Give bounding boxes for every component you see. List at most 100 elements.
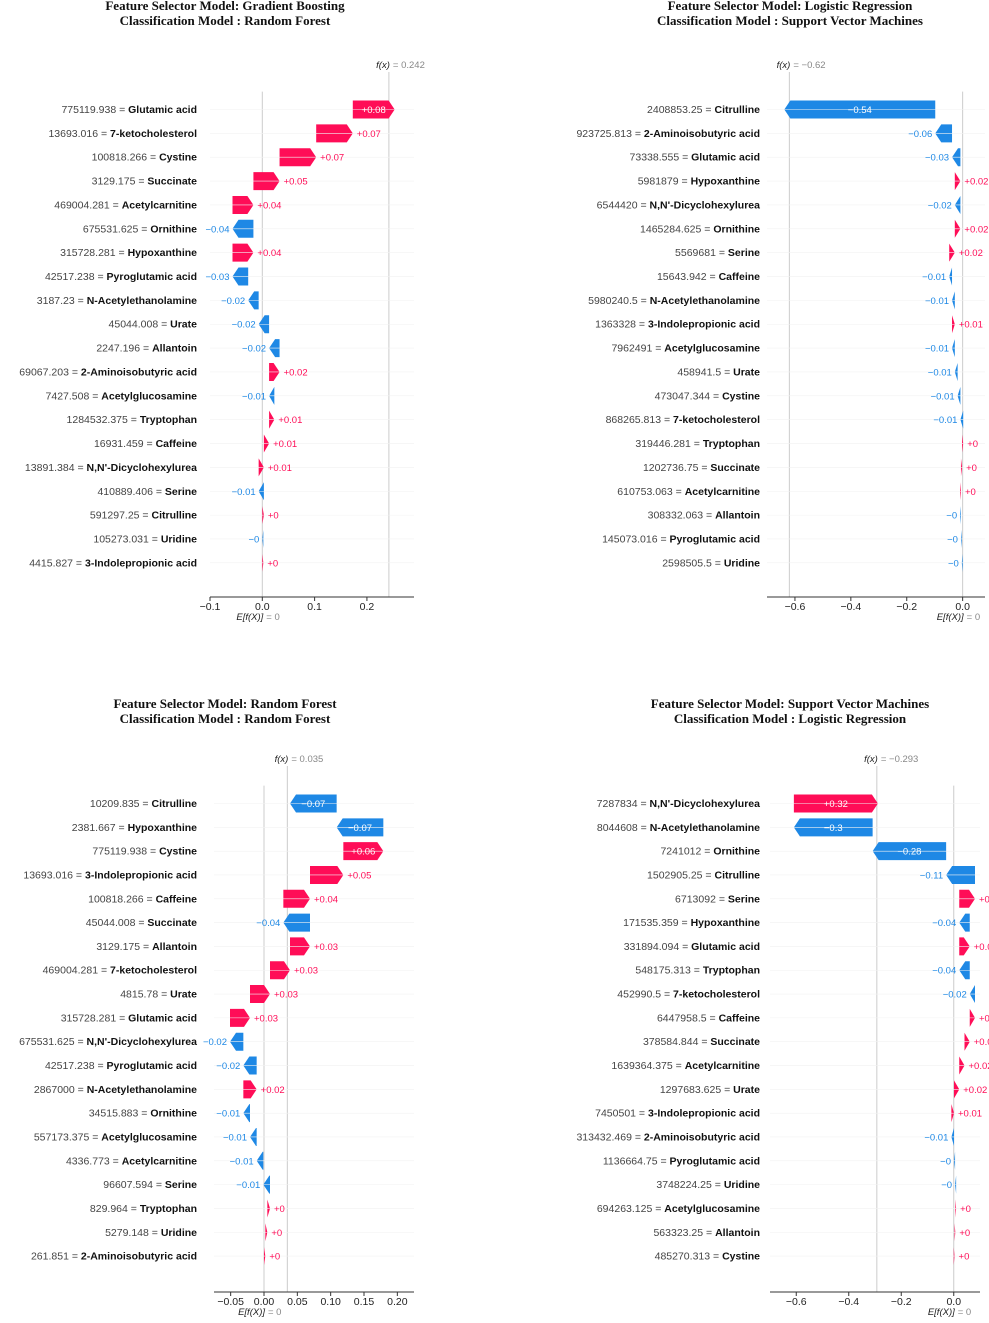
feature-equals: =	[703, 510, 715, 522]
feature-value: 473047.344	[655, 390, 711, 402]
feature-name: 2-Aminoisobutyric acid	[644, 1131, 760, 1143]
feature-value: 6713092	[675, 893, 716, 905]
feature-name: Glutamic acid	[128, 104, 197, 116]
feature-name: Uridine	[724, 557, 760, 569]
data-label: +0	[271, 1228, 282, 1239]
data-label: −0.01	[223, 1132, 247, 1143]
feature-equals: =	[658, 1155, 670, 1167]
data-label: −0.02	[943, 990, 967, 1001]
feature-name: Citrulline	[714, 869, 760, 881]
feature-value: 7450501	[595, 1108, 636, 1120]
feature-name: Cystine	[159, 152, 197, 164]
feature-label: 171535.359 = Hypoxanthine	[623, 917, 760, 929]
data-label: −0.02	[203, 1037, 227, 1048]
ex-value: = 0	[967, 612, 980, 623]
feature-name: Tryptophan	[703, 965, 760, 977]
data-label: −0.02	[242, 344, 266, 355]
feature-label: 563323.25 = Allantoin	[653, 1227, 760, 1239]
feature-name: Cystine	[159, 846, 197, 858]
feature-value: 923725.813	[576, 128, 632, 140]
feature-value: 675531.625	[19, 1036, 75, 1048]
data-label: −0.01	[925, 344, 949, 355]
data-label: +0.01	[278, 415, 302, 426]
data-label: −0.04	[932, 918, 956, 929]
data-label: −0.07	[301, 799, 325, 810]
feature-label: 2381.667 = Hypoxanthine	[72, 822, 197, 834]
feature-label: 45044.008 = Succinate	[86, 917, 197, 929]
data-label: +0.04	[974, 942, 989, 953]
data-label: +0.05	[347, 870, 371, 881]
feature-name: Acetylcarnitine	[685, 486, 760, 498]
feature-value: 15643.942	[657, 271, 707, 283]
chart-title-line2: Classification Model : Logistic Regressi…	[674, 711, 907, 726]
data-label: −0.01	[236, 1180, 260, 1191]
chart-title-line2: Classification Model : Random Forest	[120, 711, 331, 726]
feature-label: 1639364.375 = Acetylcarnitine	[611, 1060, 760, 1072]
feature-name: 2-Aminoisobutyric acid	[644, 128, 760, 140]
feature-name: 2-Aminoisobutyric acid	[81, 366, 197, 378]
data-label: −0.03	[925, 153, 949, 164]
data-label: +0.02	[974, 1037, 989, 1048]
feature-name: 7-ketocholesterol	[673, 989, 760, 1001]
data-label: −0	[940, 1156, 951, 1167]
feature-value: 7427.508	[46, 390, 90, 402]
feature-equals: =	[661, 989, 673, 1001]
x-tick-label: −0.05	[217, 1296, 244, 1308]
feature-name: Pyroglutamic acid	[107, 1060, 197, 1072]
data-label: +0	[966, 463, 977, 474]
feature-value: 4415.827	[29, 557, 73, 569]
feature-equals: =	[89, 390, 101, 402]
feature-value: 6544420	[597, 199, 638, 211]
feature-label: 3129.175 = Succinate	[92, 176, 198, 188]
feature-name: Hypoxanthine	[128, 247, 198, 259]
feature-equals: =	[73, 869, 85, 881]
feature-name: 3-Indolepropionic acid	[648, 1108, 760, 1120]
chart-title-line1: Feature Selector Model: Support Vector M…	[651, 696, 929, 711]
feature-equals: =	[691, 965, 703, 977]
feature-equals: =	[116, 1012, 128, 1024]
feature-label: 410889.406 = Serine	[97, 486, 197, 498]
feature-value: 5980240.5	[588, 295, 638, 307]
ex-label: E[f(X)]	[236, 612, 263, 623]
feature-equals: =	[636, 1108, 648, 1120]
feature-label: 7427.508 = Acetylglucosamine	[46, 390, 198, 402]
feature-label: 4415.827 = 3-Indolepropionic acid	[29, 557, 197, 569]
feature-value: 16931.459	[94, 438, 144, 450]
fx-value: = −0.62	[793, 60, 825, 71]
feature-name: N-Acetylethanolamine	[87, 295, 197, 307]
feature-equals: =	[135, 176, 147, 188]
ex-value: = 0	[268, 1307, 281, 1318]
data-label: +0.04	[257, 200, 281, 211]
feature-equals: =	[153, 486, 165, 498]
feature-equals: =	[128, 414, 140, 426]
feature-value: 1465284.625	[640, 223, 701, 235]
feature-label: 319446.281 = Tryptophan	[635, 438, 760, 450]
feature-equals: =	[710, 390, 722, 402]
feature-value: 100818.266	[88, 893, 144, 905]
feature-name: Ornithine	[713, 223, 760, 235]
feature-label: 15643.942 = Caffeine	[657, 271, 760, 283]
feature-label: 548175.313 = Tryptophan	[635, 965, 760, 977]
feature-value: 1363328	[595, 319, 636, 331]
feature-name: Uridine	[161, 1227, 197, 1239]
data-label: +0.02	[964, 177, 988, 188]
feature-value: 331894.094	[624, 941, 680, 953]
feature-value: 458941.5	[677, 366, 721, 378]
feature-label: 829.964 = Tryptophan	[90, 1203, 197, 1215]
feature-label: 1297683.625 = Urate	[660, 1084, 760, 1096]
data-label: +0.08	[362, 105, 386, 116]
data-label: +0.01	[959, 320, 983, 331]
feature-label: 1465284.625 = Ornithine	[640, 223, 760, 235]
feature-value: 548175.313	[635, 965, 691, 977]
data-label: +0.02	[959, 248, 983, 259]
feature-name: Acetylcarnitine	[685, 1060, 760, 1072]
feature-equals: =	[144, 438, 156, 450]
feature-label: 6544420 = N,N'-Dicyclohexylurea	[597, 199, 760, 211]
data-label: +0.02	[261, 1085, 285, 1096]
feature-equals: =	[140, 510, 152, 522]
feature-equals: =	[707, 271, 719, 283]
feature-value: 4815.78	[120, 989, 158, 1001]
feature-value: 410889.406	[97, 486, 153, 498]
feature-label: 308332.063 = Allantoin	[648, 510, 760, 522]
data-label: −0.01	[216, 1109, 240, 1120]
